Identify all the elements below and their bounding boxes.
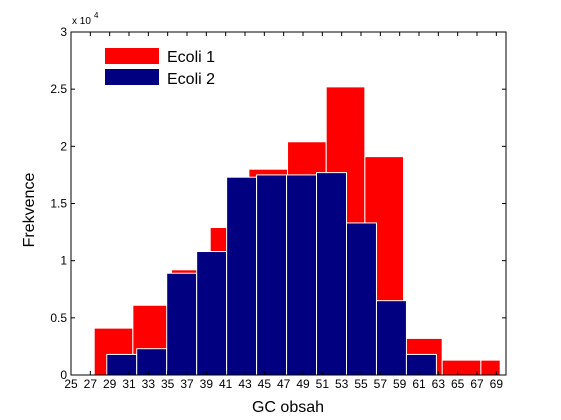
y-tick-label: 2.5 bbox=[50, 82, 67, 96]
x-tick-label: 27 bbox=[84, 377, 98, 391]
bar-series-2-4 bbox=[196, 251, 228, 376]
bar-series-2-2 bbox=[136, 348, 168, 376]
bar-series-2-9 bbox=[346, 222, 377, 376]
x-tick-label: 57 bbox=[374, 377, 388, 391]
legend-label-ecoli-1: Ecoli 1 bbox=[167, 49, 215, 66]
x-tick-label: 37 bbox=[180, 377, 194, 391]
x-tick-label: 39 bbox=[200, 377, 214, 391]
x-tick-label: 43 bbox=[238, 377, 252, 391]
y-axis-title: Frekvence bbox=[21, 173, 38, 248]
y-tick-label: 2 bbox=[60, 139, 67, 153]
bar-series-2-6 bbox=[256, 174, 288, 376]
x-tick-label: 51 bbox=[316, 377, 330, 391]
bar-series-2-11 bbox=[405, 353, 437, 376]
bar-series-2-1 bbox=[106, 353, 138, 376]
x-tick-label: 31 bbox=[122, 377, 136, 391]
legend-swatch-ecoli-2 bbox=[105, 69, 159, 85]
bar-series-2-3 bbox=[166, 272, 198, 376]
x-tick-label: 35 bbox=[161, 377, 175, 391]
y-tick-label: 1 bbox=[60, 254, 67, 268]
x-tick-label: 55 bbox=[354, 377, 368, 391]
bar-series-1-11 bbox=[441, 359, 482, 376]
x-tick-label: 41 bbox=[219, 377, 233, 391]
x-tick-label: 29 bbox=[103, 377, 117, 391]
x-tick-label: 61 bbox=[412, 377, 426, 391]
y-exponent-base: x 10 bbox=[72, 16, 91, 27]
legend-label-ecoli-2: Ecoli 2 bbox=[167, 71, 215, 88]
x-tick-label: 49 bbox=[296, 377, 310, 391]
x-tick-label: 59 bbox=[393, 377, 407, 391]
bar-series-2-10 bbox=[375, 300, 407, 376]
bar-series-2-7 bbox=[286, 174, 318, 376]
y-tick-label: 0.5 bbox=[50, 311, 67, 325]
x-tick-label: 63 bbox=[432, 377, 446, 391]
x-tick-label: 45 bbox=[258, 377, 272, 391]
bars-ecoli-2 bbox=[106, 172, 437, 376]
x-tick-label: 25 bbox=[64, 377, 78, 391]
legend: Ecoli 1 Ecoli 2 bbox=[105, 48, 215, 88]
bar-series-2-8 bbox=[316, 172, 347, 376]
bar-series-2-5 bbox=[226, 176, 258, 376]
legend-swatch-ecoli-1 bbox=[105, 48, 159, 64]
x-tick-label: 33 bbox=[142, 377, 156, 391]
y-axis-ticks: 0 0.5 1 1.5 2 2.5 3 bbox=[50, 25, 506, 382]
x-axis-title: GC obsah bbox=[252, 399, 324, 416]
x-tick-label: 67 bbox=[470, 377, 484, 391]
bar-series-1-12 bbox=[480, 359, 501, 376]
x-tick-label: 53 bbox=[335, 377, 349, 391]
x-tick-label: 47 bbox=[277, 377, 291, 391]
x-tick-label: 65 bbox=[451, 377, 465, 391]
y-tick-label: 1.5 bbox=[50, 197, 67, 211]
y-tick-label: 3 bbox=[60, 25, 67, 39]
y-exponent-power: 4 bbox=[94, 11, 99, 20]
y-tick-label: 0 bbox=[60, 368, 67, 382]
x-axis-ticks: 25 27 29 31 33 35 37 39 41 43 45 47 49 51 53 55 57 59 61 63… bbox=[64, 32, 503, 391]
x-tick-label: 69 bbox=[490, 377, 504, 391]
